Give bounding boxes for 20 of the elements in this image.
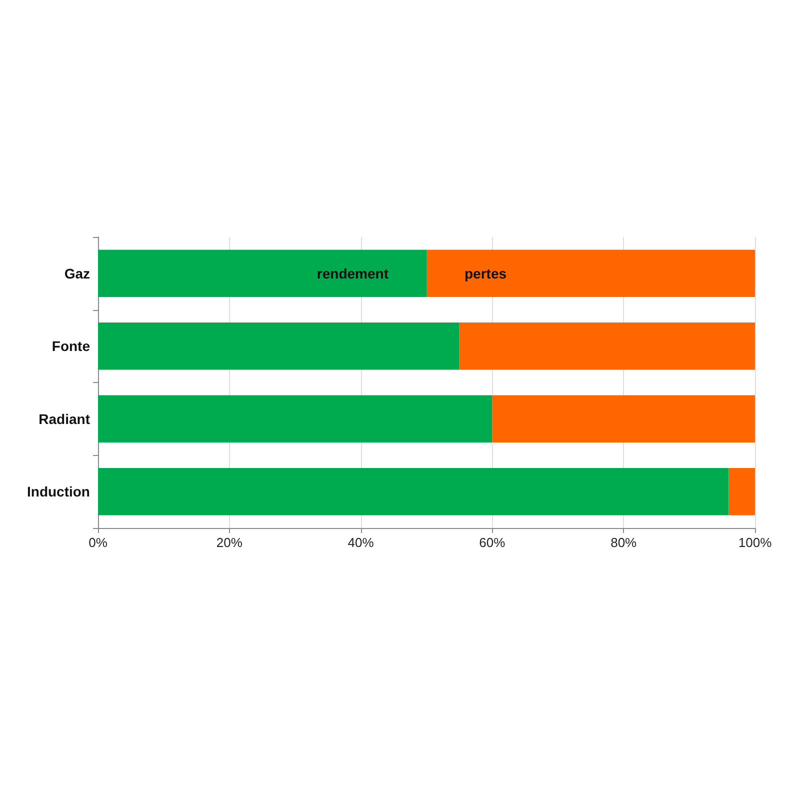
bar (98, 250, 426, 298)
x-tick-label: 20% (216, 535, 243, 550)
x-tick-label: 40% (348, 535, 374, 550)
bar (98, 468, 729, 516)
x-tick-label: 0% (88, 535, 108, 550)
y-tick-label: Induction (27, 484, 90, 500)
bar (426, 250, 755, 298)
bar (492, 395, 755, 443)
y-tick-label: Gaz (64, 265, 90, 282)
bar (728, 468, 755, 516)
bar (459, 322, 755, 370)
x-tick-label: 100% (738, 535, 772, 550)
x-tick-label: 80% (610, 535, 638, 550)
y-tick-label: Radiant (38, 410, 90, 427)
bar (98, 322, 460, 370)
y-tick-label: Fonte (52, 338, 90, 354)
bar (98, 395, 492, 443)
series-label: rendement (316, 265, 389, 282)
series-label: pertes (464, 265, 507, 282)
x-tick-label: 60% (479, 535, 506, 550)
